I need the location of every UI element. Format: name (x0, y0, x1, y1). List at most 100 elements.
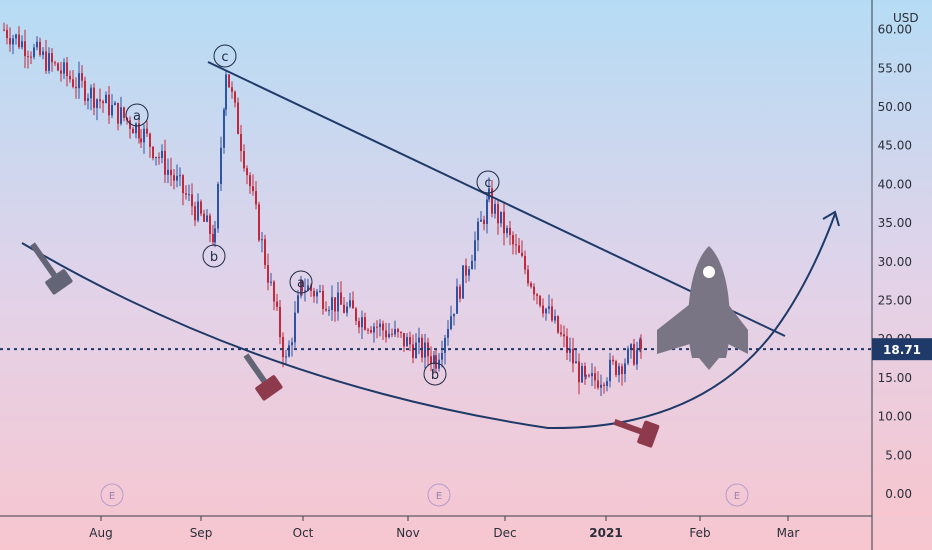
candle-body (548, 306, 550, 309)
candle-body (530, 283, 532, 287)
candle-body (444, 337, 446, 353)
candle-body (421, 337, 423, 358)
candle-body (346, 306, 348, 313)
svg-text:b: b (431, 368, 439, 383)
candle-body (78, 73, 80, 89)
candle-body (385, 330, 387, 338)
candle-body (474, 240, 476, 261)
candle-body (264, 239, 266, 266)
candle-body (337, 292, 339, 312)
candle-body (123, 107, 125, 118)
x-tick-label: Oct (293, 526, 314, 540)
candle-body (456, 286, 458, 314)
svg-text:c: c (484, 176, 491, 191)
candle-body (214, 228, 216, 243)
y-tick-label: 45.00 (878, 139, 912, 153)
candle-body (6, 29, 8, 39)
candle-body (249, 175, 251, 187)
y-tick-label: 35.00 (878, 216, 912, 230)
earnings-marker-2: E (427, 483, 451, 507)
candle-body (185, 193, 187, 195)
candle-body (72, 79, 74, 87)
candle-body (301, 280, 303, 292)
candle-body (518, 245, 520, 253)
candle-body (415, 342, 417, 358)
candles (3, 22, 642, 396)
candle-body (194, 206, 196, 221)
candle-body (57, 63, 59, 71)
candle-body (217, 183, 219, 229)
earnings-marker-3: E (725, 483, 749, 507)
candle-body (255, 191, 257, 205)
candle-body (225, 74, 227, 110)
candle-body (206, 215, 208, 222)
candle-body (394, 329, 396, 335)
candle-body (453, 313, 455, 317)
candle-body (524, 255, 526, 270)
candle-body (376, 326, 378, 328)
candle-body (96, 99, 98, 108)
candle-body (506, 227, 508, 234)
candle-body (234, 91, 236, 103)
candle-body (630, 344, 632, 349)
candle-body (388, 333, 390, 338)
candle-body (12, 38, 14, 45)
current-price-value: 18.71 (883, 343, 921, 357)
price-axis-panel (872, 0, 932, 516)
candle-body (584, 366, 586, 377)
candle-body (3, 29, 5, 31)
candle-body (161, 150, 163, 159)
candle-body (343, 304, 345, 313)
candle-body (209, 215, 211, 235)
candle-body (18, 34, 20, 48)
candle-body (152, 146, 154, 159)
candle-body (597, 380, 599, 388)
candle-body (51, 53, 53, 63)
candle-body (48, 53, 50, 71)
candle-body (441, 352, 443, 360)
candle-body (512, 235, 514, 245)
candle-body (282, 337, 284, 358)
candle-body (379, 323, 381, 328)
candle-body (575, 361, 577, 364)
hammer-icon-3 (613, 418, 660, 448)
candle-body (554, 316, 556, 321)
candle-body (212, 234, 214, 243)
candle-body (557, 316, 559, 333)
candle-body (606, 381, 608, 387)
candle-body (600, 384, 602, 388)
candle-body (433, 355, 435, 364)
candle-body (349, 300, 351, 307)
candle-body (182, 175, 184, 194)
candle-body (640, 339, 642, 349)
candle-body (69, 75, 71, 80)
candle-body (545, 308, 547, 314)
wave-label-a-1: a (125, 103, 149, 127)
svg-text:E: E (436, 491, 442, 502)
candle-body (322, 290, 324, 309)
candle-body (627, 348, 629, 364)
candle-body (435, 355, 437, 369)
candle-body (509, 227, 511, 236)
candle-body (325, 308, 327, 311)
candle-body (27, 56, 29, 58)
candle-body (585, 375, 587, 377)
candle-body (494, 204, 496, 214)
candle-body (560, 332, 562, 335)
candle-body (297, 295, 299, 313)
candle-body (621, 366, 623, 375)
candle-body (188, 194, 190, 196)
candle-body (406, 337, 408, 347)
candle-body (367, 329, 369, 331)
candle-body (176, 175, 178, 181)
candle-body (480, 219, 482, 222)
candle-body (21, 41, 23, 48)
candle-body (430, 356, 432, 364)
candle-body (197, 201, 199, 221)
candle-body (491, 188, 493, 214)
candle-body (563, 334, 565, 337)
x-tick-label: 2021 (589, 526, 622, 540)
candle-body (105, 94, 107, 104)
candle-body (331, 297, 333, 311)
